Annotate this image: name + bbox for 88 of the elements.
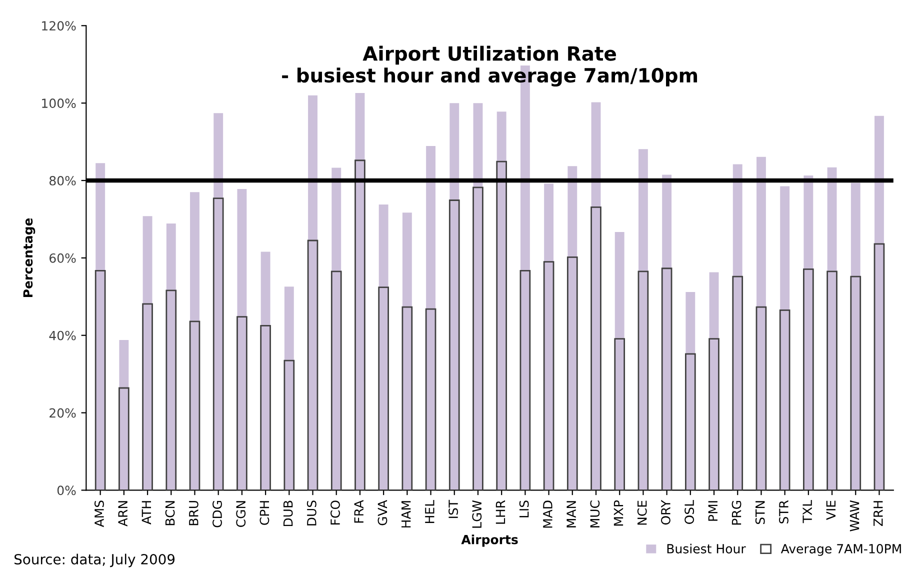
bar [189,320,200,490]
bar [708,338,720,490]
bar [94,270,106,490]
x-tick-label: CGN [236,501,246,527]
bar [354,160,366,490]
bar [850,276,862,490]
y-tick-label: 0% [57,486,76,496]
y-tick-label: 20% [50,408,76,418]
y-tick-label: 100% [42,98,76,108]
bar [378,286,389,490]
bar [472,186,484,490]
x-tick-label: AMS [94,500,104,528]
y-tick-label: 60% [50,253,76,263]
bar [142,303,153,490]
x-tick-label: PMI [708,501,718,521]
bar [307,240,318,490]
x-tick-label: VIE [826,500,836,520]
x-tick-label: BRU [189,501,198,526]
x-tick-label: STR [778,500,788,524]
bar [448,200,460,490]
text: Airport Utilization Rate - busiest hour and average 7am/10pm [282,46,698,87]
bar [237,189,247,490]
x-tick-label: ORY [660,500,670,525]
bar [236,316,248,490]
bar [426,146,436,490]
bar [661,268,672,490]
x-tick-label: MAN [566,501,576,528]
x-tick-label: MUC [590,500,600,528]
bar [496,160,507,490]
y-axis-title: Percentage [23,218,36,297]
x-tick-label: CPH [260,501,270,525]
bar [566,256,578,490]
x-tick-label: DUB [283,500,293,526]
source-note: Source: data; July 2009 [14,554,175,568]
bar [118,387,130,490]
bar [190,192,200,490]
bar [803,268,814,490]
bar [684,353,696,490]
x-tick-label: ARN [118,501,128,526]
legend-label: Busiest Hour [667,544,746,554]
bar [756,156,766,490]
bar [826,270,838,490]
x-tick-label: CDG [212,500,222,528]
bar [874,116,884,490]
bar [212,198,224,490]
y-tick-label: 40% [49,330,76,340]
bar [308,95,318,490]
bar [780,186,790,490]
x-tick-label: BCN [165,501,175,526]
x-tick-label: HAM [402,501,411,528]
y-tick-label: 120% [42,21,76,31]
x-tick-label: WAW [850,500,860,532]
x-tick-label: FCO [330,500,340,524]
x-axis-title: Airports [461,534,518,547]
bar [284,360,295,490]
legend-label: Average 7AM-10PM [780,544,901,556]
x-tick-label: GVA [378,500,388,526]
x-tick-label: NCE [637,500,647,525]
bar [520,270,531,490]
bar [330,270,342,490]
x-tick-label: LGW [472,500,482,528]
x-tick-label: HEL [425,500,434,523]
x-tick-label: OSL [684,500,694,524]
x-tick-label: LIS [519,500,529,518]
bar [543,261,554,490]
x-tick-label: ATH [142,501,151,524]
x-tick-label: DUS [306,500,316,526]
bar [402,306,413,490]
bar [614,338,626,490]
bar [590,206,602,490]
x-tick-label: LHR [496,500,506,524]
y-tick-label: 80% [50,176,76,186]
x-tick-label: IST [448,500,458,518]
bar [425,308,436,490]
bar [260,324,271,490]
x-tick-label: FRA [354,500,364,523]
bar [732,276,744,490]
x-tick-label: MXP [614,500,624,526]
x-tick-label: STN [755,501,765,524]
x-tick-label: PRG [732,500,742,525]
x-tick-label: MAD [543,500,552,528]
bar [756,306,767,490]
bar [166,290,177,490]
x-tick-label: ZRH [874,501,883,526]
bar [638,270,649,490]
bar [874,243,885,490]
x-tick-label: TXL [802,500,812,524]
bar [779,309,790,490]
